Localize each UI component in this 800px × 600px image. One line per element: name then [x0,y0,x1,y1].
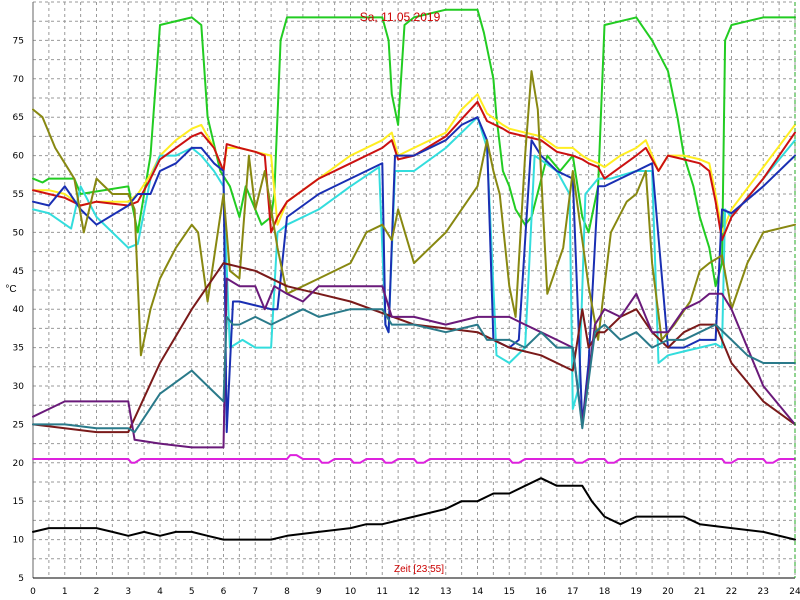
series-line-10 [32,454,796,464]
x-tick-label: 3 [125,587,131,597]
x-tick-label: 18 [599,587,611,597]
y-tick-label: 35 [13,344,24,354]
x-tick-label: 2 [94,587,100,597]
series-layer [32,8,796,541]
x-tick-label: 7 [252,587,258,597]
y-tick-label: 20 [13,459,25,469]
y-tick-label: 65 [13,113,24,123]
x-tick-label: 9 [316,587,322,597]
x-tick-label: 13 [440,587,451,597]
x-tick-label: 12 [408,587,419,597]
x-tick-label: 11 [377,587,388,597]
x-tick-label: 24 [789,587,800,597]
x-tick-label: 8 [284,587,290,597]
y-tick-label: 50 [13,228,25,238]
x-tick-label: 10 [345,587,357,597]
x-tick-label: 15 [504,587,515,597]
x-axis-label: Zeit [23:55] [394,564,444,575]
series-line-5 [32,116,796,434]
series-line-8 [32,277,796,449]
x-tick-label: 19 [631,587,643,597]
y-tick-label: 25 [13,420,24,430]
x-tick-label: 14 [472,587,484,597]
x-tick-label: 22 [726,587,737,597]
series-line-7 [32,262,796,434]
series-line-6 [32,70,796,357]
x-tick-label: 16 [535,587,547,597]
grid [32,1,796,579]
y-axis-label: °C [5,284,16,295]
y-tick-label: 70 [13,75,25,85]
series-line-1 [32,8,796,288]
y-tick-label: 45 [13,267,24,277]
x-tick-label: 0 [30,587,36,597]
series-line-11 [32,477,796,541]
series-line-3 [32,116,796,410]
x-tick-label: 20 [662,587,674,597]
y-tick-label: 60 [13,152,25,162]
y-tick-label: 10 [13,536,25,546]
x-tick-label: 21 [694,587,705,597]
series-line-9 [32,308,796,434]
y-tick-label: 15 [13,497,24,507]
y-tick-labels: 5 10 15 20 25 30 35 40 45 50 55 60 65 70 75 [13,36,25,584]
x-tick-labels: 0 1 2 3 4 5 6 7 8 9 10 11 12 13 14 15 16 17 18 19 20 21 22 23 24 [30,587,800,597]
x-tick-label: 4 [157,587,163,597]
y-tick-label: 75 [13,36,24,46]
y-tick-label: 40 [13,305,25,315]
y-tick-label: 55 [13,190,24,200]
chart-title: Sa, 11.05.2019 [360,10,441,24]
x-tick-label: 1 [62,587,68,597]
x-tick-label: 17 [567,587,578,597]
x-tick-label: 23 [758,587,769,597]
y-tick-label: 5 [18,574,24,584]
x-tick-label: 5 [189,587,195,597]
y-tick-label: 30 [13,382,25,392]
x-tick-label: 6 [221,587,227,597]
